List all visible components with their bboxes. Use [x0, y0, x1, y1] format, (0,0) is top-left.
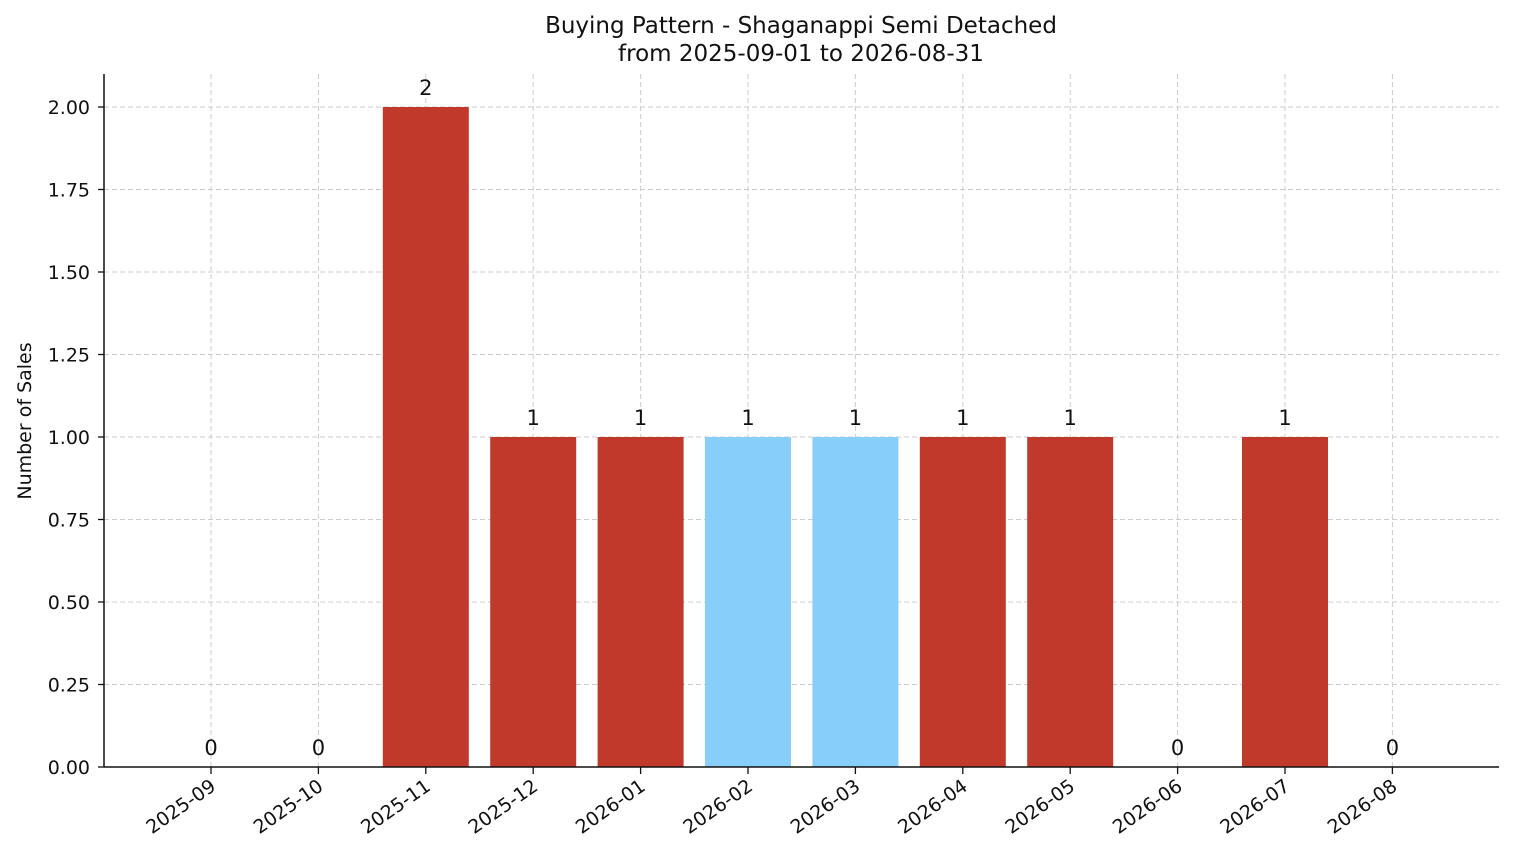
y-tick-label: 1.25 — [48, 345, 90, 367]
data-label-2026-07: 1 — [1278, 406, 1291, 430]
y-tick-label: 2.00 — [48, 97, 90, 119]
bar-2025-11 — [382, 107, 469, 767]
x-tick-label: 2026-06 — [1109, 775, 1187, 839]
bar-2026-04 — [919, 437, 1006, 767]
data-label-2026-02: 1 — [741, 406, 754, 430]
data-label-2025-12: 1 — [527, 406, 540, 430]
x-tick-label: 2025-12 — [464, 775, 542, 839]
x-tick-label: 2025-10 — [250, 775, 328, 839]
data-label-2026-03: 1 — [849, 406, 862, 430]
bar-2026-05 — [1027, 437, 1114, 767]
data-label-2025-09: 0 — [204, 736, 217, 760]
x-tick-label: 2026-02 — [679, 775, 757, 839]
y-tick-label: 1.75 — [48, 180, 90, 202]
x-tick-label: 2026-08 — [1324, 775, 1402, 839]
x-tick-label: 2025-11 — [357, 775, 435, 839]
x-tick-label: 2026-04 — [894, 775, 972, 839]
bar-2026-03 — [812, 437, 899, 767]
data-label-2025-10: 0 — [312, 736, 325, 760]
x-tick-label: 2026-07 — [1216, 775, 1294, 839]
data-label-2026-04: 1 — [956, 406, 969, 430]
y-axis-label: Number of Sales — [14, 342, 36, 499]
y-tick-label: 1.00 — [48, 427, 90, 449]
bar-2026-07 — [1242, 437, 1328, 767]
y-tick-label: 0.25 — [48, 675, 90, 697]
chart-title: Buying Pattern - Shaganappi Semi Detache… — [545, 13, 1057, 39]
data-labels: 0 0 2 1 1 1 1 1 1 0 1 0 — [204, 76, 1399, 760]
y-tick-label: 0.00 — [48, 757, 90, 779]
x-tick-label: 2026-01 — [572, 775, 650, 839]
bar-2026-01 — [597, 437, 684, 767]
data-label-2026-06: 0 — [1171, 736, 1184, 760]
data-label-2026-08: 0 — [1386, 736, 1399, 760]
y-tick-label: 1.50 — [48, 262, 90, 284]
bar-2025-12 — [490, 437, 577, 767]
x-tick-label: 2026-05 — [1001, 775, 1079, 839]
data-label-2025-11: 2 — [419, 76, 432, 100]
bar-2026-02 — [705, 437, 791, 767]
x-tick-label: 2026-03 — [787, 775, 865, 839]
data-label-2026-01: 1 — [634, 406, 647, 430]
x-tick-label: 2025-09 — [142, 775, 220, 839]
y-tick-label: 0.75 — [48, 510, 90, 532]
data-label-2026-05: 1 — [1064, 406, 1077, 430]
bars — [382, 107, 1328, 767]
y-tick-label: 0.50 — [48, 592, 90, 614]
chart-subtitle: from 2025-09-01 to 2026-08-31 — [618, 41, 984, 67]
